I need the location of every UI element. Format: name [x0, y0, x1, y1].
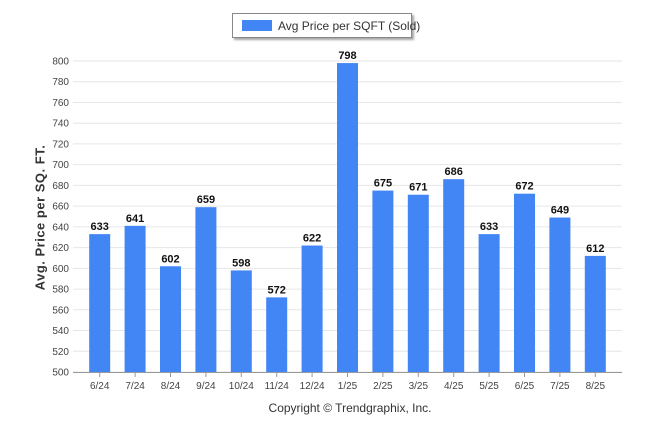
data-label: 641	[126, 213, 144, 225]
x-tick-label: 11/24	[265, 381, 290, 392]
bar	[372, 190, 394, 372]
copyright-text: Copyright © Trendgraphix, Inc.	[268, 401, 432, 415]
y-tick-label: 800	[52, 57, 69, 68]
data-label: 572	[268, 284, 286, 296]
data-label: 649	[551, 205, 569, 217]
data-label: 633	[480, 221, 498, 233]
y-tick-label: 540	[52, 326, 69, 337]
data-label: 659	[197, 194, 215, 206]
legend-swatch	[242, 20, 272, 31]
y-tick-label: 700	[52, 160, 69, 171]
data-label: 671	[409, 182, 427, 194]
data-label: 622	[303, 233, 321, 245]
bar	[301, 245, 323, 372]
data-label: 602	[161, 253, 179, 265]
y-tick-label: 560	[52, 305, 69, 316]
bar	[89, 234, 111, 372]
data-label: 686	[445, 166, 463, 178]
bar	[514, 193, 535, 372]
y-tick-label: 680	[52, 181, 69, 192]
x-tick-label: 10/24	[229, 381, 254, 392]
x-tick-label: 1/25	[338, 381, 358, 392]
y-tick-label: 580	[52, 285, 69, 296]
data-label: 612	[586, 243, 604, 255]
x-tick-label: 6/25	[515, 381, 535, 392]
x-tick-label: 7/24	[125, 381, 145, 392]
y-tick-label: 500	[52, 368, 69, 379]
bar	[407, 194, 429, 372]
data-label: 633	[91, 221, 109, 233]
x-tick-label: 8/24	[161, 381, 181, 392]
x-tick-label: 4/25	[444, 381, 464, 392]
bar	[584, 255, 606, 372]
y-tick-label: 740	[52, 119, 69, 130]
x-tick-label: 7/25	[550, 381, 570, 392]
bar	[478, 234, 500, 372]
data-label: 675	[374, 178, 392, 190]
y-tick-label: 720	[52, 139, 69, 150]
y-tick-label: 780	[52, 77, 69, 88]
bar	[230, 270, 252, 372]
x-tick-label: 8/25	[586, 381, 606, 392]
y-tick-label: 760	[52, 98, 69, 109]
data-label: 598	[232, 257, 250, 269]
x-tick-label: 6/24	[90, 381, 110, 392]
legend-label: Avg Price per SQFT (Sold)	[278, 18, 421, 33]
x-tick-label: 5/25	[479, 381, 499, 392]
legend: Avg Price per SQFT (Sold)	[232, 13, 420, 38]
x-tick-label: 12/24	[300, 381, 325, 392]
y-tick-label: 660	[52, 202, 69, 213]
bar	[337, 63, 358, 372]
y-tick-label: 620	[52, 243, 69, 254]
y-tick-label: 640	[52, 222, 69, 233]
bar	[266, 297, 288, 372]
bar	[124, 225, 146, 372]
x-tick-label: 3/25	[409, 381, 429, 392]
bar	[443, 179, 465, 372]
bar	[195, 207, 217, 372]
data-label: 672	[515, 181, 533, 193]
y-tick-label: 600	[52, 264, 69, 275]
bar	[160, 266, 181, 372]
bar	[549, 217, 571, 372]
x-tick-label: 2/25	[373, 381, 393, 392]
y-tick-label: 520	[52, 347, 69, 358]
data-label: 798	[338, 50, 356, 62]
x-tick-label: 9/24	[196, 381, 216, 392]
